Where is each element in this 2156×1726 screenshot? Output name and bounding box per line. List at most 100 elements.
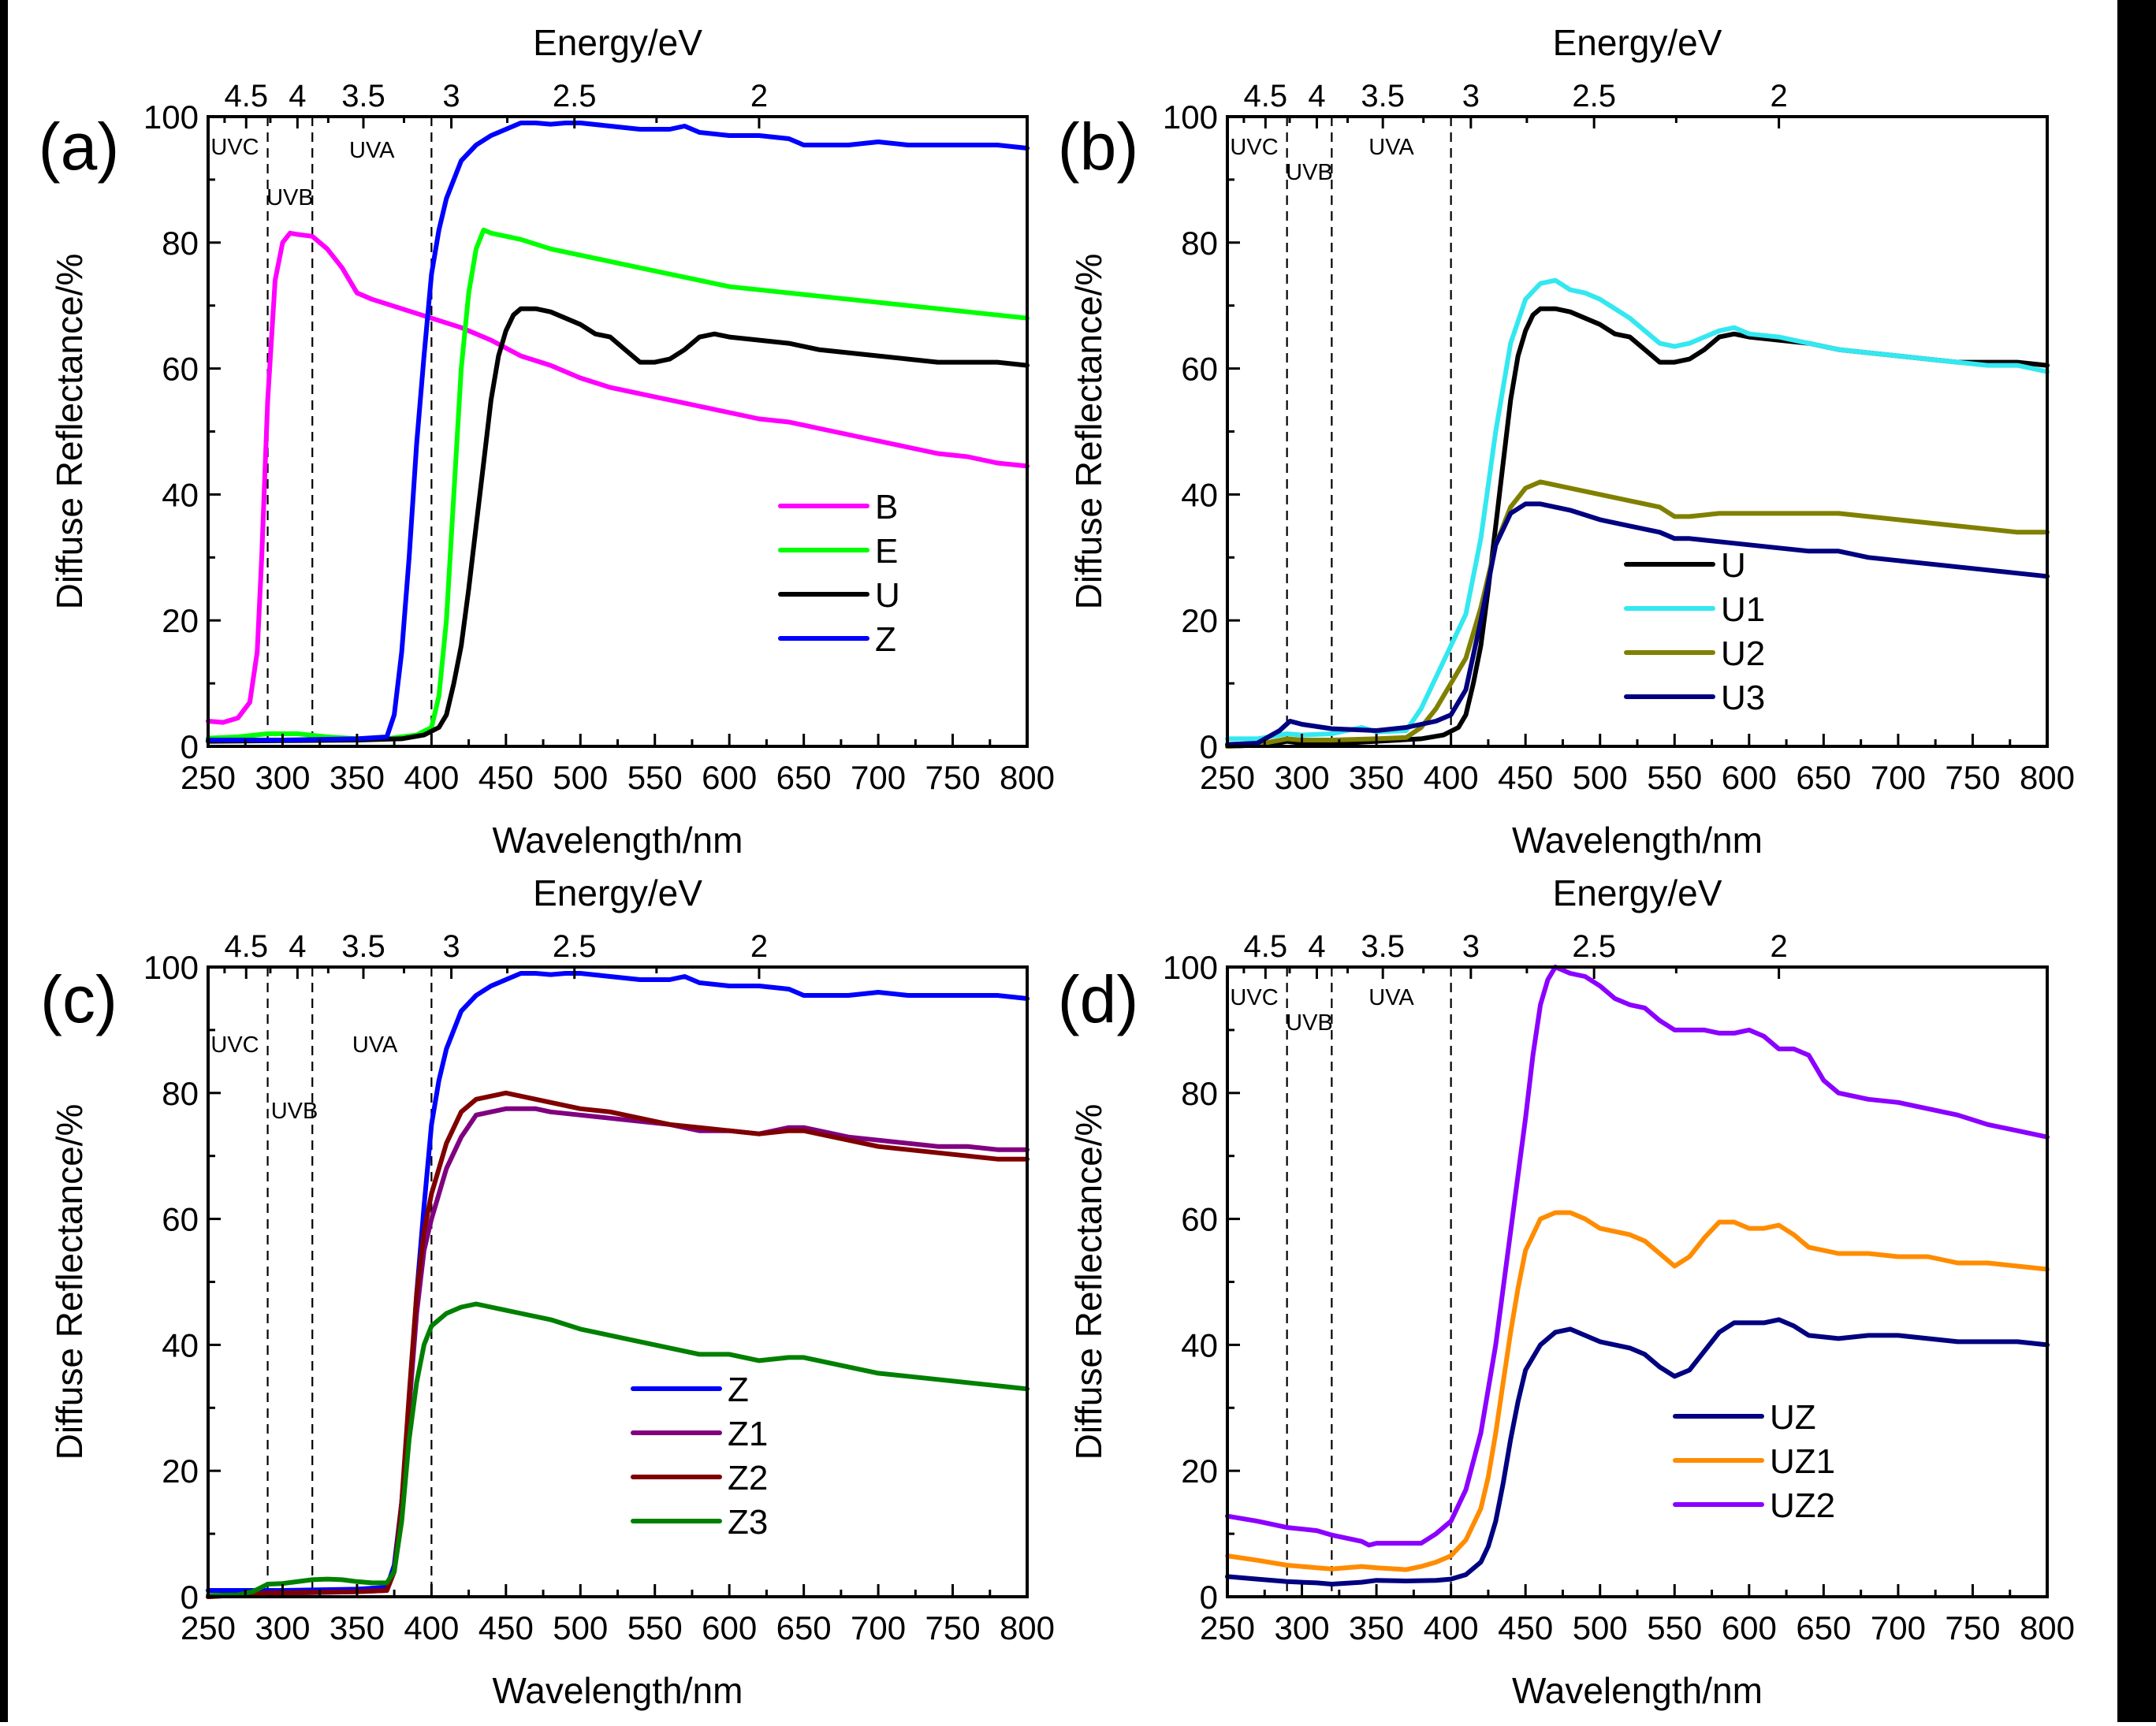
x-axis-title: Wavelength/nm (493, 820, 743, 861)
legend-label-uz2: UZ2 (1770, 1486, 1835, 1525)
top-tick-label: 4 (1308, 79, 1325, 113)
x-tick-label: 500 (553, 759, 608, 796)
top-tick-label: 3.5 (1361, 929, 1405, 964)
panel-label: (b) (1058, 110, 1139, 184)
series-line-u (206, 306, 1030, 744)
x-tick-label: 700 (851, 1609, 906, 1646)
region-label-uvc: UVC (1230, 985, 1278, 1010)
top-tick-label: 2 (750, 79, 768, 113)
panel-label: (d) (1058, 962, 1139, 1036)
left-border-band (0, 0, 8, 1722)
y-tick-label: 20 (162, 1453, 199, 1490)
top-tick-label: 2.5 (553, 929, 597, 964)
x-tick-label: 600 (702, 759, 757, 796)
x-tick-label: 550 (627, 759, 683, 796)
top-tick-label: 3.5 (341, 929, 385, 964)
plot-frame (207, 115, 1029, 748)
region-label-uvb: UVB (266, 185, 314, 210)
right-border-band (2117, 0, 2156, 1722)
x-tick-label: 550 (1647, 759, 1702, 796)
x-tick-label: 400 (1424, 759, 1479, 796)
legend-label-uz: UZ (1770, 1398, 1816, 1437)
y-tick-label: 40 (1181, 476, 1218, 513)
y-tick-label: 40 (162, 1326, 199, 1363)
x-tick-label: 250 (181, 759, 236, 796)
series-line-z (206, 121, 1030, 742)
y-tick-label: 0 (1200, 728, 1218, 765)
x-tick-label: 750 (925, 1609, 981, 1646)
top-tick-label: 4.5 (1244, 79, 1288, 113)
series-line-u2 (1225, 479, 2050, 749)
series-line-u3 (1225, 501, 2050, 747)
series-line-u1 (1225, 277, 2050, 742)
top-tick-label: 4.5 (1244, 929, 1288, 964)
top-tick-label: 2.5 (1572, 929, 1616, 964)
x-tick-label: 250 (1200, 759, 1255, 796)
legend-label-uz1: UZ1 (1770, 1442, 1835, 1481)
legend-label-u1: U1 (1721, 590, 1765, 629)
x-tick-label: 700 (851, 759, 906, 796)
top-tick-label: 3.5 (341, 79, 385, 113)
x-tick-label: 800 (2020, 759, 2075, 796)
top-tick-label: 4 (289, 79, 306, 113)
x-tick-label: 800 (1000, 759, 1055, 796)
x-tick-label: 300 (255, 1609, 310, 1646)
top-tick-label: 3 (1462, 929, 1480, 964)
x-tick-label: 450 (1498, 759, 1553, 796)
x-tick-label: 750 (1945, 1609, 2000, 1646)
region-label-uvc: UVC (1230, 135, 1278, 160)
legend-label-u: U (875, 576, 900, 615)
legend-label-e: E (875, 532, 898, 571)
top-tick-label: 4 (1308, 929, 1325, 964)
y-tick-label: 100 (1163, 99, 1218, 136)
top-tick-label: 2.5 (1572, 79, 1616, 113)
x-tick-label: 250 (181, 1609, 236, 1646)
x-tick-label: 700 (1871, 759, 1926, 796)
x-tick-label: 800 (2020, 1609, 2075, 1646)
top-tick-label: 2.5 (553, 79, 597, 113)
y-tick-label: 60 (162, 351, 199, 388)
x-tick-label: 800 (1000, 1609, 1055, 1646)
region-label-uvb: UVB (1286, 160, 1333, 185)
series-line-uz (1225, 1317, 2050, 1587)
series-line-z1 (206, 1106, 1030, 1599)
y-axis-title: Diffuse Reflectance/% (1068, 1104, 1109, 1460)
y-tick-label: 80 (1181, 225, 1218, 262)
region-label-uva: UVA (349, 138, 395, 163)
top-axis-title: Energy/eV (533, 22, 702, 63)
x-axis-title: Wavelength/nm (1512, 820, 1763, 861)
x-tick-label: 550 (627, 1609, 683, 1646)
top-tick-label: 2 (750, 929, 768, 964)
top-tick-label: 2 (1771, 79, 1788, 113)
series-line-z3 (206, 1301, 1030, 1598)
x-axis-title: Wavelength/nm (1512, 1670, 1763, 1711)
series-line-b (206, 230, 1030, 725)
x-tick-label: 350 (330, 1609, 385, 1646)
series-line-e (206, 227, 1030, 742)
x-tick-label: 400 (1424, 1609, 1479, 1646)
legend-label-z3: Z3 (728, 1503, 768, 1542)
top-axis-title: Energy/eV (1553, 22, 1722, 63)
x-tick-label: 750 (925, 759, 981, 796)
y-tick-label: 100 (143, 99, 199, 136)
x-tick-label: 300 (1275, 1609, 1330, 1646)
top-tick-label: 3 (1462, 79, 1480, 113)
x-tick-label: 300 (1275, 759, 1330, 796)
region-label-uva: UVA (352, 1032, 398, 1058)
x-tick-label: 450 (478, 1609, 534, 1646)
x-tick-label: 700 (1871, 1609, 1926, 1646)
x-tick-label: 550 (1647, 1609, 1702, 1646)
top-axis-title: Energy/eV (533, 872, 702, 913)
region-label-uvc: UVC (210, 135, 259, 160)
x-tick-label: 350 (1349, 1609, 1404, 1646)
y-tick-label: 80 (162, 1075, 199, 1112)
x-tick-label: 650 (1796, 759, 1851, 796)
series-line-z2 (206, 1090, 1030, 1599)
x-tick-label: 650 (1796, 1609, 1851, 1646)
y-tick-label: 100 (1163, 949, 1218, 986)
legend-label-z: Z (875, 620, 896, 659)
legend-label-z: Z (728, 1371, 749, 1409)
y-tick-label: 0 (1200, 1579, 1218, 1616)
